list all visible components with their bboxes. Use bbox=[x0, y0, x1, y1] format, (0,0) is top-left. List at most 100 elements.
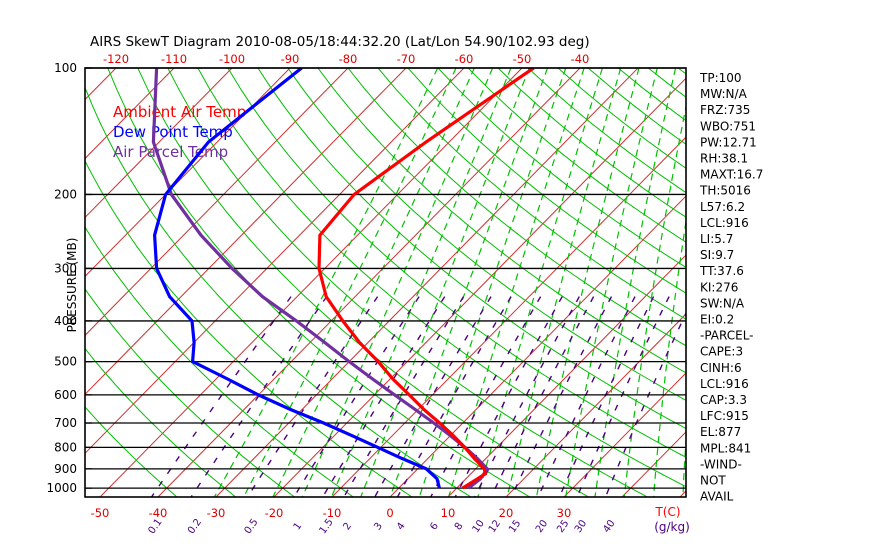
mixing-ratio-line bbox=[343, 296, 465, 497]
moist-adiabat-line bbox=[653, 217, 686, 497]
index-readout-15: EI:0.2 bbox=[700, 313, 734, 327]
dry-adiabat-line bbox=[437, 68, 686, 268]
index-readout-9: LCL:916 bbox=[700, 216, 749, 230]
bottom-temp-tick-label: -30 bbox=[207, 506, 226, 520]
mixing-ratio-tick-label: 8 bbox=[453, 521, 466, 533]
mixing-ratio-line bbox=[537, 296, 636, 497]
moist-adiabat-line bbox=[448, 68, 585, 497]
dry-adiabat-line bbox=[407, 68, 686, 294]
bottom-temp-tick-label: -50 bbox=[91, 506, 110, 520]
index-readout-21: LFC:915 bbox=[700, 409, 749, 423]
dry-adiabat-line bbox=[85, 159, 412, 497]
pressure-axis-label: PRESSURE (MB) bbox=[65, 238, 79, 333]
isotherm-line bbox=[85, 68, 407, 396]
dry-adiabat-line bbox=[347, 68, 686, 347]
dry-adiabat-line bbox=[287, 68, 686, 401]
mixing-ratio-tick-label: 6 bbox=[428, 521, 441, 533]
index-readout-11: SI:9.7 bbox=[700, 248, 734, 262]
pressure-tick-label: 400 bbox=[54, 314, 77, 328]
index-readout-18: CINH:6 bbox=[700, 361, 742, 375]
air-parcel-temp-curve bbox=[151, 68, 490, 490]
index-readout-6: MAXT:16.7 bbox=[700, 168, 763, 182]
pressure-tick-label: 200 bbox=[54, 187, 77, 201]
chart-title: AIRS SkewT Diagram 2010-08-05/18:44:32.2… bbox=[90, 34, 590, 50]
top-temp-tick-label: -50 bbox=[513, 52, 532, 66]
isotherm-line bbox=[215, 68, 639, 497]
mixing-ratio-tick-label: 30 bbox=[573, 518, 589, 535]
index-readout-25: NOT bbox=[700, 474, 726, 488]
moist-adiabat-line bbox=[594, 68, 677, 497]
index-readout-3: WBO:751 bbox=[700, 119, 756, 133]
top-temp-tick-label: -100 bbox=[219, 52, 245, 66]
isotherm-line bbox=[738, 68, 870, 497]
mixing-ratio-tick-label: 0.2 bbox=[186, 517, 204, 536]
index-readout-12: TT:37.6 bbox=[699, 264, 744, 278]
moist-adiabat-line bbox=[506, 68, 622, 497]
dry-adiabat-line bbox=[85, 347, 236, 497]
index-readout-17: CAPE:3 bbox=[700, 345, 743, 359]
mixing-ratio-tick-label: 1 bbox=[292, 521, 305, 533]
dry-adiabat-line bbox=[137, 68, 589, 497]
pressure-tick-label: 300 bbox=[54, 261, 77, 275]
index-readout-20: CAP:3.3 bbox=[700, 393, 747, 407]
mixing-ratio-tick-label: 15 bbox=[507, 518, 523, 535]
bottom-temp-tick-label: -20 bbox=[265, 506, 284, 520]
mixing-ratio-line bbox=[430, 296, 542, 497]
mixing-ratio-tick-label: 3 bbox=[372, 521, 385, 533]
moist-adiabat-line bbox=[213, 68, 439, 497]
index-readout-1: MW:N/A bbox=[700, 87, 748, 101]
dry-adiabat-line bbox=[377, 68, 686, 320]
bottom-temp-tick-label: 30 bbox=[557, 506, 572, 520]
top-temp-tick-label: -110 bbox=[161, 52, 187, 66]
top-temp-tick-label: -60 bbox=[455, 52, 474, 66]
top-temp-tick-label: -80 bbox=[339, 52, 358, 66]
mixing-ratio-line bbox=[510, 296, 613, 497]
pressure-tick-label: 600 bbox=[54, 388, 77, 402]
pressure-tick-label: 900 bbox=[54, 462, 77, 476]
legend-label-1: Ambient Air Temp bbox=[113, 103, 246, 121]
moist-adiabat-line bbox=[389, 68, 549, 497]
moist-adiabat-line bbox=[331, 68, 512, 497]
top-temp-tick-label: -40 bbox=[571, 52, 590, 66]
moist-adiabat-line bbox=[360, 68, 530, 497]
top-temp-tick-label: -90 bbox=[281, 52, 300, 66]
mixing-ratio-tick-label: 0.5 bbox=[243, 517, 261, 536]
bottom-temp-tick-label: 20 bbox=[499, 506, 514, 520]
moist-adiabat-line bbox=[272, 68, 475, 497]
temperature-axis-unit-label: T(C) bbox=[654, 505, 680, 519]
legend-label-3: Air Parcel Temp bbox=[113, 143, 228, 161]
isotherm-line bbox=[85, 68, 233, 219]
index-readout-23: MPL:841 bbox=[700, 441, 751, 455]
dry-adiabat-line bbox=[317, 68, 686, 374]
pressure-tick-label: 100 bbox=[54, 61, 77, 75]
moist-adiabat-line bbox=[418, 68, 567, 497]
pressure-tick-label: 1000 bbox=[46, 481, 77, 495]
index-readout-8: L57:6.2 bbox=[700, 200, 745, 214]
index-readout-19: LCL:916 bbox=[700, 377, 749, 391]
isotherm-line bbox=[505, 313, 686, 497]
isotherm-line bbox=[157, 68, 581, 497]
index-readout-24: -WIND- bbox=[700, 457, 742, 471]
index-readout-13: KI:276 bbox=[700, 280, 738, 294]
isotherm-line bbox=[389, 195, 686, 497]
dry-adiabat-line bbox=[467, 68, 686, 243]
top-temp-tick-label: -120 bbox=[103, 52, 129, 66]
isotherm-line bbox=[447, 254, 686, 497]
dry-adiabat-line bbox=[85, 406, 177, 497]
index-readout-0: TP:100 bbox=[699, 71, 742, 85]
bottom-temp-tick-label: -10 bbox=[323, 506, 342, 520]
mixing-ratio-line bbox=[293, 296, 420, 497]
mixing-ratio-line bbox=[322, 296, 446, 497]
plot-border bbox=[84, 67, 687, 498]
mixing-ratio-line bbox=[396, 296, 512, 497]
isotherm-line bbox=[563, 372, 686, 497]
pressure-tick-label: 500 bbox=[54, 355, 77, 369]
dry-adiabat-line bbox=[227, 68, 686, 458]
mixing-ratio-tick-label: 2 bbox=[341, 521, 354, 533]
isotherm-line bbox=[273, 77, 686, 497]
isotherm-line bbox=[85, 68, 465, 454]
legend-label-2: Dew Point Temp bbox=[113, 123, 233, 141]
mixing-ratio-line bbox=[374, 296, 492, 497]
